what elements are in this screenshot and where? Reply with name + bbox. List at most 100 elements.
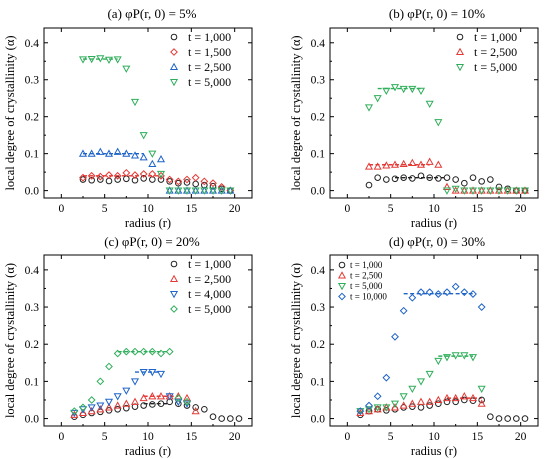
data-point	[443, 174, 451, 181]
data-point	[174, 394, 183, 403]
data-point	[477, 385, 486, 394]
legend-label: t = 5,000	[188, 302, 231, 316]
panel-title: (d) φP(r, 0) = 30%	[389, 234, 485, 249]
y-axis-label: local degree of crystallinity (α)	[3, 35, 17, 190]
x-tick-label: 20	[229, 431, 241, 443]
y-tick-label: 0.3	[311, 75, 326, 87]
y-tick-label: 0.1	[25, 149, 40, 161]
x-tick-label: 15	[186, 203, 198, 215]
y-axis-label: local degree of crystallinity (α)	[289, 263, 303, 418]
data-point	[130, 397, 140, 405]
data-point	[435, 400, 442, 407]
data-point	[495, 415, 503, 422]
data-point	[217, 187, 226, 195]
data-point	[140, 402, 147, 409]
data-point	[452, 176, 459, 183]
legend-label: t = 4,000	[188, 287, 231, 301]
data-point	[417, 172, 425, 180]
data-point	[131, 176, 139, 184]
x-tick-label: 0	[58, 431, 64, 443]
data-point	[383, 176, 390, 183]
x-tick-label: 5	[102, 203, 108, 215]
legend-marker	[169, 274, 179, 283]
legend-marker	[337, 271, 347, 279]
data-point	[148, 369, 157, 377]
data-point	[105, 362, 113, 371]
data-point	[478, 178, 485, 185]
legend-marker	[455, 63, 465, 72]
x-tick-label: 20	[515, 431, 527, 443]
data-point	[104, 403, 114, 411]
data-point	[460, 187, 469, 195]
legend-marker	[338, 292, 346, 301]
legend-marker	[337, 282, 347, 291]
data-point	[521, 415, 529, 422]
data-point	[417, 404, 425, 411]
y-axis-label: local degree of crystallinity (α)	[289, 35, 303, 190]
data-point	[416, 87, 426, 96]
data-point	[468, 393, 478, 402]
data-point	[182, 393, 192, 402]
legend-marker	[169, 78, 179, 87]
data-point	[364, 406, 374, 414]
data-point	[434, 119, 443, 127]
legend-marker	[170, 260, 178, 268]
data-point	[79, 403, 87, 412]
panel-title: (c) φP(r, 0) = 20%	[104, 234, 200, 249]
y-axis-label: local degree of crystallinity (α)	[3, 263, 17, 418]
panel-3: (c) φP(r, 0) = 20% 0 5 10 15 20 0.0 0.1 0.2 0.3 0.…	[3, 234, 253, 458]
data-point	[183, 179, 191, 186]
data-point	[87, 171, 96, 180]
y-tick-label: 0.2	[25, 112, 40, 124]
series-2	[79, 168, 235, 195]
x-tick-label: 15	[186, 431, 198, 443]
panel-title: (b) φP(r, 0) = 10%	[389, 6, 485, 21]
x-tick-label: 0	[58, 203, 64, 215]
data-point	[442, 354, 452, 362]
series-3	[70, 369, 192, 418]
data-point	[96, 402, 105, 410]
data-point	[174, 187, 183, 195]
data-point	[182, 187, 192, 195]
data-point	[460, 288, 469, 297]
legend-label: t = 5,000	[350, 281, 383, 291]
data-point	[373, 404, 382, 412]
y-tick-label: 0.4	[311, 265, 326, 277]
data-point	[408, 158, 417, 166]
y-tick-label: 0.3	[25, 302, 40, 314]
legend-label: t = 2,500	[474, 45, 517, 59]
data-point	[140, 175, 147, 182]
data-point	[157, 400, 165, 407]
data-point	[382, 404, 391, 412]
data-point	[442, 393, 452, 402]
data-point	[373, 392, 382, 401]
panel-4: (d) φP(r, 0) = 30% 0 5 10 15 20 0.0 0.1 0.2 0.3 0.…	[289, 234, 539, 458]
y-tick-label: 0.2	[311, 112, 326, 124]
legend-label: t = 5,000	[188, 75, 231, 89]
data-point	[105, 177, 113, 185]
data-point	[495, 183, 503, 191]
data-point	[425, 100, 434, 108]
series-1	[71, 398, 243, 422]
legend-marker	[170, 48, 178, 56]
series-4	[78, 55, 235, 195]
data-point	[504, 415, 511, 422]
y-tick-label: 0.2	[311, 339, 326, 351]
legend-label: t = 10,000	[350, 292, 387, 302]
data-point	[122, 399, 131, 407]
series-3	[364, 84, 530, 195]
data-point	[156, 370, 166, 379]
data-point	[435, 175, 442, 182]
data-point	[478, 396, 485, 404]
legend-label: t = 1,500	[188, 45, 231, 59]
data-point	[218, 415, 225, 422]
data-point	[425, 370, 434, 379]
data-point	[468, 187, 478, 195]
data-point	[183, 402, 191, 409]
data-point	[408, 385, 417, 394]
data-point	[156, 392, 166, 400]
data-point	[390, 84, 400, 92]
legend-marker	[338, 261, 346, 269]
data-point	[130, 151, 140, 159]
